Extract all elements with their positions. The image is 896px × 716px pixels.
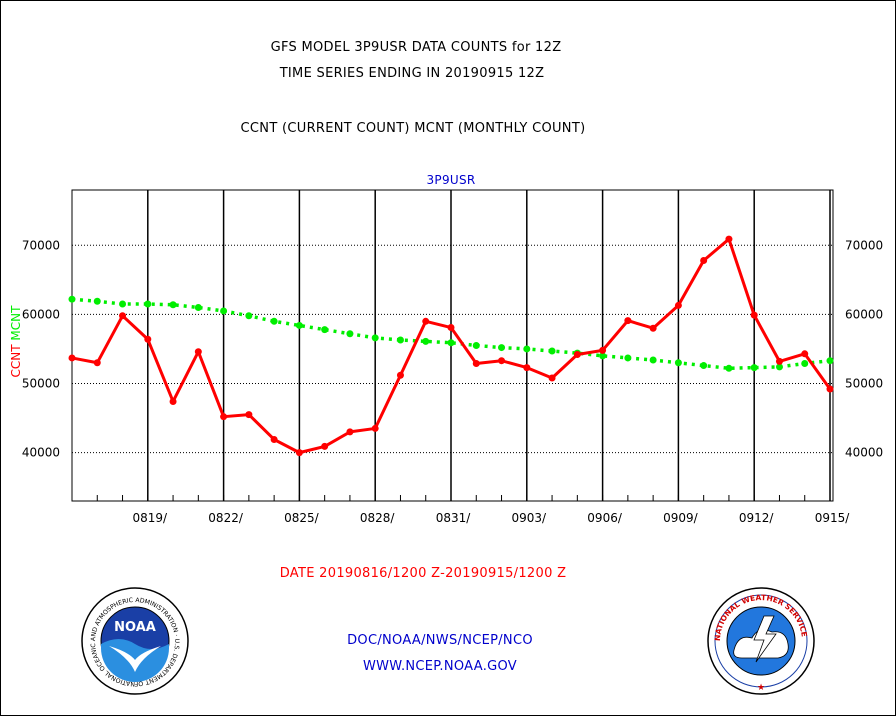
- data-point-mcnt: [599, 352, 607, 360]
- y-tick-label-left: 50000: [22, 377, 60, 391]
- data-point-ccnt: [295, 449, 303, 457]
- date-range-label: DATE 20190816/1200 Z-20190915/1200 Z: [279, 566, 567, 581]
- x-tick-label: 0915/: [815, 511, 851, 525]
- noaa-logo: NOAA NATIONAL OCEANIC AND ATMOSPHERIC AD…: [79, 586, 189, 695]
- x-tick-label: 0903/: [512, 511, 548, 525]
- x-tick-label: 0825/: [284, 511, 320, 525]
- data-point-mcnt: [801, 359, 809, 367]
- data-point-ccnt: [119, 312, 127, 320]
- data-point-mcnt: [775, 363, 783, 371]
- data-point-mcnt: [422, 337, 430, 345]
- data-point-ccnt: [68, 354, 76, 362]
- data-point-mcnt: [548, 347, 556, 355]
- data-point-ccnt: [194, 348, 202, 356]
- data-point-mcnt: [220, 307, 228, 315]
- data-point-ccnt: [472, 359, 480, 367]
- data-point-ccnt: [447, 324, 455, 332]
- data-point-mcnt: [649, 356, 657, 364]
- data-point-mcnt: [472, 342, 480, 349]
- y-tick-label-right: 70000: [845, 238, 883, 252]
- data-point-mcnt: [624, 354, 632, 362]
- data-point-ccnt: [573, 350, 581, 358]
- data-point-ccnt: [93, 359, 101, 367]
- y-tick-label-right: 40000: [845, 446, 883, 460]
- data-point-mcnt: [270, 317, 278, 325]
- data-point-ccnt: [270, 435, 278, 443]
- data-point-mcnt: [371, 334, 379, 342]
- y-tick-label-right: 60000: [845, 307, 883, 321]
- y-tick-label-right: 50000: [845, 377, 883, 391]
- x-tick-label: 0831/: [436, 511, 472, 525]
- data-point-ccnt: [826, 385, 834, 393]
- chart-title-line1: GFS MODEL 3P9USR DATA COUNTS for 12Z: [270, 40, 562, 55]
- star-icon: ★: [757, 683, 765, 693]
- x-tick-label: 0912/: [739, 511, 775, 525]
- data-point-mcnt: [295, 321, 303, 329]
- data-point-mcnt: [346, 330, 354, 338]
- data-point-ccnt: [750, 311, 758, 319]
- data-point-mcnt: [68, 295, 76, 303]
- data-point-mcnt: [321, 326, 329, 334]
- data-point-mcnt: [245, 312, 253, 320]
- y-axis-label: CCNT MCNT: [9, 305, 23, 378]
- y-tick-label-left: 70000: [22, 238, 60, 252]
- data-point-mcnt: [144, 300, 152, 308]
- website-label: WWW.NCEP.NOAA.GOV: [362, 659, 518, 674]
- y-tick-label-left: 40000: [22, 446, 60, 460]
- data-point-ccnt: [624, 317, 632, 325]
- data-point-mcnt: [750, 364, 758, 372]
- data-point-mcnt: [674, 359, 682, 367]
- y-axis-label-ccnt: CCNT: [9, 344, 23, 378]
- data-point-ccnt: [649, 324, 657, 332]
- data-point-ccnt: [725, 235, 733, 243]
- y-axis-label-mcnt: MCNT: [9, 305, 23, 345]
- x-tick-label: 0909/: [663, 511, 699, 525]
- nws-logo: NATIONAL WEATHER SERVICE ★: [707, 587, 815, 695]
- data-point-ccnt: [422, 317, 430, 325]
- x-tick-label: 0819/: [133, 511, 169, 525]
- data-point-mcnt: [93, 297, 101, 305]
- data-point-ccnt: [169, 397, 177, 405]
- data-point-ccnt: [396, 371, 404, 379]
- data-point-ccnt: [220, 413, 228, 421]
- data-point-mcnt: [826, 357, 834, 365]
- data-point-mcnt: [523, 345, 531, 353]
- data-point-ccnt: [700, 256, 708, 264]
- org-label: DOC/NOAA/NWS/NCEP/NCO: [347, 633, 533, 648]
- data-point-mcnt: [700, 362, 708, 370]
- data-point-ccnt: [498, 357, 506, 365]
- data-point-mcnt: [169, 301, 177, 309]
- data-point-ccnt: [775, 357, 783, 365]
- data-point-ccnt: [346, 428, 354, 436]
- data-point-ccnt: [523, 364, 531, 372]
- data-point-ccnt: [144, 335, 152, 343]
- x-tick-label: 0822/: [208, 511, 244, 525]
- plot-label: 3P9USR: [426, 173, 476, 187]
- data-point-ccnt: [371, 424, 379, 432]
- x-tick-label: 0906/: [587, 511, 623, 525]
- data-point-mcnt: [725, 364, 733, 372]
- chart-title-line2: TIME SERIES ENDING IN 20190915 12Z: [279, 66, 545, 81]
- data-point-mcnt: [498, 344, 506, 352]
- noaa-logo-text: NOAA: [114, 620, 156, 635]
- data-point-mcnt: [447, 339, 455, 347]
- data-point-ccnt: [321, 442, 329, 450]
- chart-subtitle: CCNT (CURRENT COUNT) MCNT (MONTHLY COUNT…: [240, 121, 586, 136]
- plot-area: [71, 189, 834, 502]
- data-point-mcnt: [396, 336, 404, 344]
- data-point-ccnt: [674, 301, 682, 309]
- data-point-ccnt: [801, 350, 809, 358]
- data-point-mcnt: [119, 300, 127, 308]
- data-point-mcnt: [194, 303, 202, 311]
- data-point-ccnt: [548, 374, 556, 382]
- data-point-ccnt: [599, 346, 607, 354]
- data-point-ccnt: [245, 411, 253, 419]
- y-tick-label-left: 60000: [22, 307, 60, 321]
- x-tick-label: 0828/: [360, 511, 396, 525]
